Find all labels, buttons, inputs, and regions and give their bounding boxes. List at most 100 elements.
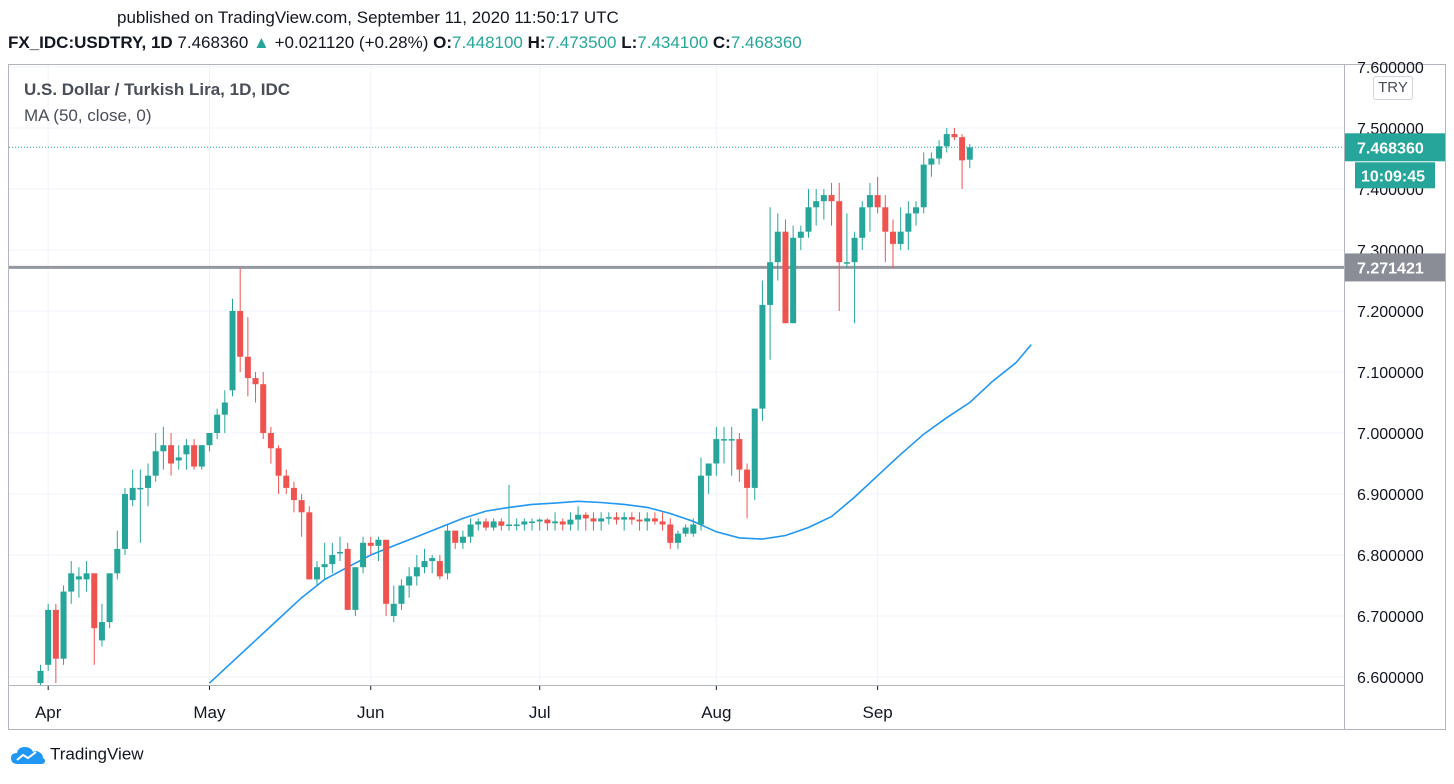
candle bbox=[352, 567, 359, 616]
published-line: published on TradingView.com, September … bbox=[117, 8, 619, 27]
low-value: 7.434100 bbox=[637, 33, 709, 52]
candle-body bbox=[467, 524, 474, 537]
candle-body bbox=[897, 231, 904, 244]
countdown-badge: 10:09:45 bbox=[1361, 168, 1425, 185]
x-tick-label: Apr bbox=[35, 703, 62, 722]
candle-body bbox=[475, 521, 482, 525]
legend-ma[interactable]: MA (50, close, 0) bbox=[24, 106, 152, 125]
candle-body bbox=[129, 487, 136, 501]
candle bbox=[774, 213, 781, 281]
candle bbox=[874, 176, 881, 214]
candle bbox=[498, 518, 505, 531]
candle-body bbox=[797, 231, 804, 238]
candle-body bbox=[682, 527, 689, 534]
candle bbox=[943, 128, 950, 153]
candle-body bbox=[774, 231, 781, 263]
candle-body bbox=[221, 402, 228, 415]
candle bbox=[244, 317, 251, 397]
candle bbox=[552, 512, 559, 531]
candle-body bbox=[859, 207, 866, 238]
candle bbox=[759, 280, 766, 421]
open-label: O: bbox=[433, 33, 452, 52]
candle-body bbox=[697, 475, 704, 525]
high-label: H: bbox=[527, 33, 546, 52]
candle-body bbox=[52, 609, 59, 659]
candle bbox=[644, 512, 651, 531]
candle bbox=[344, 542, 351, 610]
candle bbox=[575, 506, 582, 531]
candle-body bbox=[160, 445, 167, 452]
candle bbox=[651, 512, 658, 525]
candle-body bbox=[936, 146, 943, 159]
candle bbox=[513, 518, 520, 531]
x-tick-label: Aug bbox=[701, 703, 731, 722]
candle-body bbox=[636, 519, 643, 522]
candle-body bbox=[98, 622, 105, 641]
candle-body bbox=[651, 518, 658, 522]
currency-badge[interactable]: TRY bbox=[1373, 76, 1413, 100]
candle bbox=[467, 518, 474, 543]
badges: 7.271421 7.468360 10:09:45 bbox=[1345, 133, 1445, 282]
candle bbox=[897, 207, 904, 250]
candle bbox=[628, 512, 635, 525]
candle-body bbox=[83, 573, 90, 580]
candle-body bbox=[390, 603, 397, 616]
candle bbox=[229, 298, 236, 397]
y-tick-label: 6.900000 bbox=[1357, 487, 1424, 504]
candle-body bbox=[337, 551, 344, 554]
candle-body bbox=[436, 561, 443, 577]
candle-body bbox=[121, 494, 128, 549]
low-label: L: bbox=[621, 33, 638, 52]
high-value: 7.473500 bbox=[545, 33, 617, 52]
candle-body bbox=[536, 519, 543, 522]
footer-brand[interactable]: TradingView bbox=[10, 744, 144, 766]
candle-body bbox=[667, 524, 674, 543]
candle bbox=[536, 518, 543, 531]
candle bbox=[667, 518, 674, 549]
candle-body bbox=[383, 539, 390, 604]
candle-body bbox=[498, 521, 505, 526]
candle-body bbox=[920, 164, 927, 208]
x-tick-label: Sep bbox=[862, 703, 892, 722]
candle bbox=[183, 439, 190, 470]
candle bbox=[843, 213, 850, 269]
y-tick-label: 7.200000 bbox=[1357, 304, 1424, 321]
chart-frame bbox=[8, 64, 1446, 730]
candle bbox=[636, 512, 643, 531]
candle bbox=[820, 189, 827, 220]
candle-body bbox=[721, 439, 728, 441]
candle-body bbox=[575, 514, 582, 520]
candle bbox=[275, 445, 282, 494]
candle-body bbox=[321, 564, 328, 568]
candle bbox=[866, 182, 873, 232]
footer-brand-label: TradingView bbox=[50, 744, 144, 764]
candle bbox=[337, 536, 344, 562]
candle-body bbox=[106, 573, 113, 623]
candle-body bbox=[644, 518, 651, 522]
price-badge: 7.468360 bbox=[1357, 140, 1424, 157]
candle-body bbox=[621, 517, 628, 520]
candle-body bbox=[37, 670, 44, 684]
candle-body bbox=[805, 207, 812, 232]
candle-body bbox=[214, 414, 221, 433]
candle bbox=[905, 201, 912, 250]
x-tick-label: May bbox=[193, 703, 226, 722]
candle-body bbox=[168, 445, 175, 464]
candle bbox=[375, 536, 382, 562]
horizontal-level bbox=[9, 146, 1344, 269]
candle bbox=[75, 567, 82, 598]
candle bbox=[459, 530, 466, 549]
candle-body bbox=[744, 469, 751, 488]
symbol-interval: FX_IDC:USDTRY, 1D bbox=[8, 33, 173, 52]
candle-body bbox=[490, 521, 497, 528]
level-badge-bg bbox=[1345, 253, 1445, 282]
candle bbox=[736, 433, 743, 482]
candle-body bbox=[137, 487, 144, 490]
candle-body bbox=[68, 573, 75, 592]
candle-body bbox=[705, 463, 712, 476]
candle bbox=[452, 530, 459, 549]
candle bbox=[260, 372, 267, 440]
candle-body bbox=[544, 519, 551, 524]
candle bbox=[114, 530, 121, 580]
